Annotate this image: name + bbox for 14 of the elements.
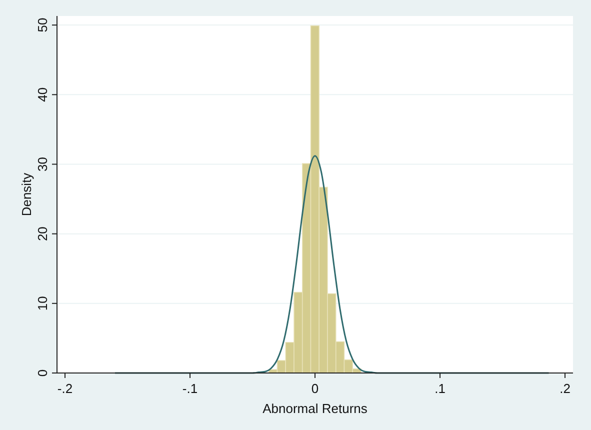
line-series (114, 155, 550, 374)
y-tick-label: 20 (35, 226, 50, 242)
x-axis-title: Abnormal Returns (262, 401, 368, 416)
x-tick-label: -.2 (57, 381, 73, 396)
y-axis-title: Density (19, 172, 34, 216)
y-tick-label: 30 (35, 156, 50, 172)
x-tick-label: .2 (560, 381, 570, 396)
y-tick-label: 10 (35, 296, 50, 311)
x-tick-label: 0 (311, 381, 319, 396)
y-tick-label: 40 (35, 87, 50, 102)
y-tick-label: 0 (35, 369, 50, 377)
y-tick-label: 50 (35, 18, 50, 32)
x-tick-label: .1 (434, 381, 446, 396)
x-tick-label: -.1 (182, 381, 198, 396)
